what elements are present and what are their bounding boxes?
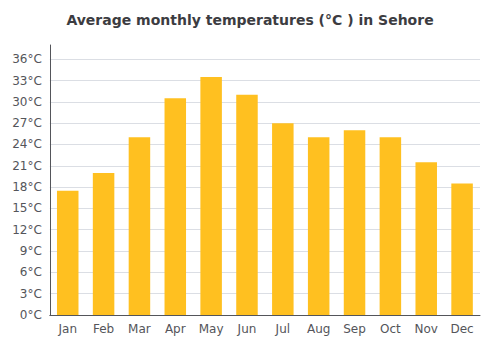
- svg-text:18°C: 18°C: [12, 180, 42, 194]
- svg-text:27°C: 27°C: [12, 116, 42, 130]
- svg-text:21°C: 21°C: [12, 159, 42, 173]
- svg-text:24°C: 24°C: [12, 137, 42, 151]
- svg-text:3°C: 3°C: [20, 287, 42, 301]
- svg-text:Dec: Dec: [450, 322, 473, 336]
- svg-text:30°C: 30°C: [12, 95, 42, 109]
- svg-text:36°C: 36°C: [12, 52, 42, 66]
- svg-text:Jan: Jan: [57, 322, 77, 336]
- svg-text:Mar: Mar: [128, 322, 151, 336]
- svg-text:Aug: Aug: [307, 322, 330, 336]
- svg-text:Oct: Oct: [380, 322, 401, 336]
- svg-text:12°C: 12°C: [12, 223, 42, 237]
- svg-text:Average monthly temperatures (: Average monthly temperatures (°C ) in Se…: [66, 12, 433, 28]
- svg-text:Nov: Nov: [415, 322, 438, 336]
- svg-text:Jun: Jun: [237, 322, 257, 336]
- svg-text:May: May: [199, 322, 224, 336]
- svg-text:0°C: 0°C: [20, 308, 42, 322]
- svg-text:Sep: Sep: [343, 322, 366, 336]
- svg-text:Jul: Jul: [275, 322, 290, 336]
- svg-text:9°C: 9°C: [20, 244, 42, 258]
- svg-text:15°C: 15°C: [12, 201, 42, 215]
- svg-text:Apr: Apr: [165, 322, 186, 336]
- svg-text:Feb: Feb: [93, 322, 114, 336]
- svg-text:33°C: 33°C: [12, 74, 42, 88]
- svg-text:6°C: 6°C: [20, 265, 42, 279]
